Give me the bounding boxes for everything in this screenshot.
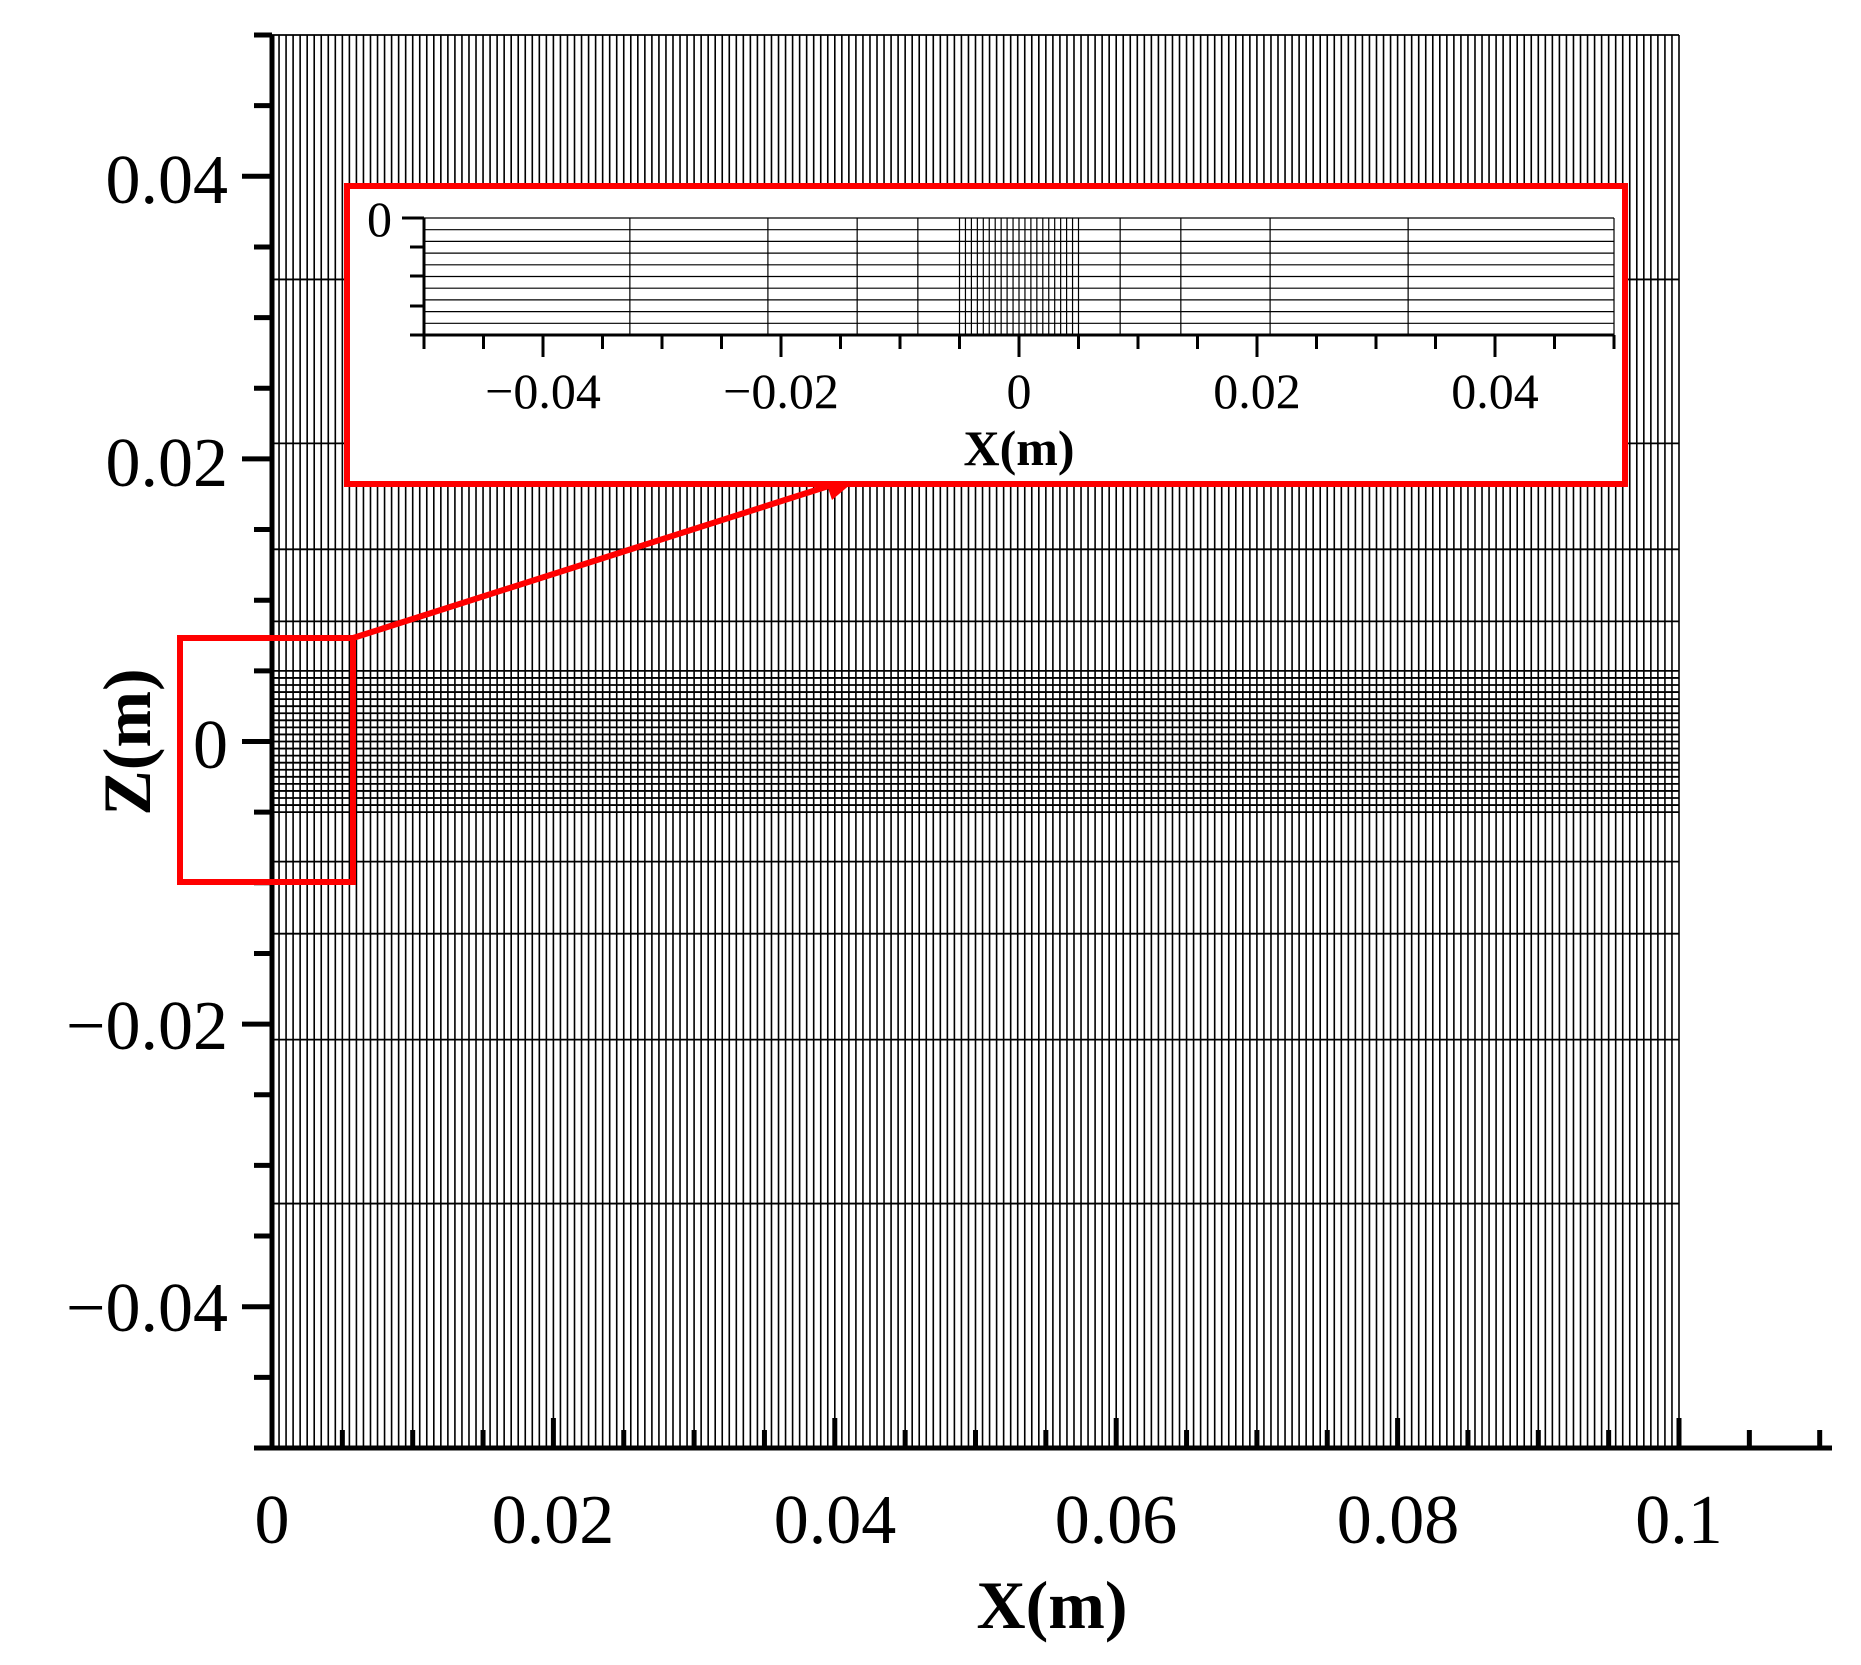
y-tick-label-1: 0.02 [106, 425, 229, 502]
inset-x-axis-title: X(m) [963, 420, 1074, 476]
inset-x-tick-label-1: −0.02 [723, 363, 839, 419]
y-tick-label-0: 0.04 [106, 142, 229, 219]
x-tick-label-2: 0.04 [774, 1482, 897, 1559]
y-tick-label-4: −0.04 [66, 1270, 228, 1347]
x-tick-label-5: 0.1 [1635, 1482, 1723, 1559]
zoom-connector-arrow [352, 480, 839, 641]
x-tick-label-0: 0 [255, 1482, 290, 1559]
inset-x-tick-label-0: −0.04 [485, 363, 601, 419]
x-tick-label-1: 0.02 [492, 1482, 615, 1559]
inset-x-tick-label-2: 0 [1007, 363, 1032, 419]
x-axis-title: X(m) [976, 1567, 1127, 1643]
main-axes [242, 32, 1832, 1451]
y-tick-label-2: 0 [193, 707, 228, 784]
zoom-region-box [177, 635, 356, 885]
main-ticks [242, 32, 1823, 1451]
y-axis-title: Z(m) [89, 668, 165, 815]
inset-x-tick-label-3: 0.02 [1213, 363, 1301, 419]
x-tick-label-3: 0.06 [1055, 1482, 1178, 1559]
y-tick-label-3: −0.02 [66, 988, 228, 1065]
inset-x-tick-label-4: 0.04 [1451, 363, 1539, 419]
inset-mesh-grid [423, 217, 1615, 336]
inset-ticks [402, 216, 1616, 357]
inset-y-tick-label-0: 0 [367, 191, 392, 247]
inset-panel: −0.04 −0.02 0 0.02 0.04 0 X(m) [344, 183, 1628, 487]
x-tick-label-4: 0.08 [1337, 1482, 1460, 1559]
inset-frame [344, 183, 1628, 487]
